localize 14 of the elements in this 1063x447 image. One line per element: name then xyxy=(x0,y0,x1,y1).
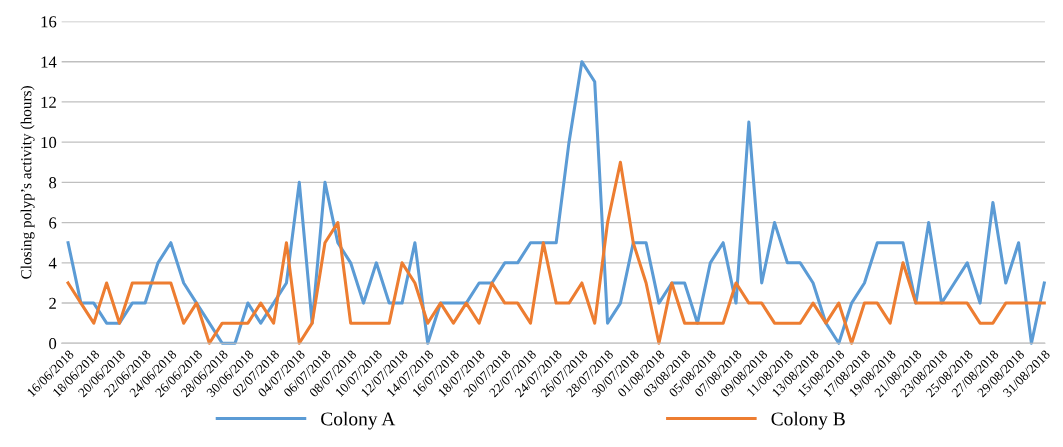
y-tick-label: 14 xyxy=(41,56,57,68)
y-axis-title: Closing polyp’s activity (hours) xyxy=(20,86,35,279)
y-tick-label: 16 xyxy=(41,16,57,28)
legend-label: Colony A xyxy=(321,411,396,430)
line-series xyxy=(66,160,1046,345)
y-tick-label: 0 xyxy=(49,338,57,350)
y-tick-label: 4 xyxy=(48,257,57,269)
y-tick-label: 6 xyxy=(49,217,57,229)
y-tick-label: 10 xyxy=(41,136,57,149)
y-tick-label: 8 xyxy=(49,177,57,189)
y-tick-label: 12 xyxy=(41,96,56,108)
legend-label: Colony B xyxy=(771,411,845,430)
line-series xyxy=(66,60,1046,345)
y-tick-label: 2 xyxy=(49,297,56,309)
